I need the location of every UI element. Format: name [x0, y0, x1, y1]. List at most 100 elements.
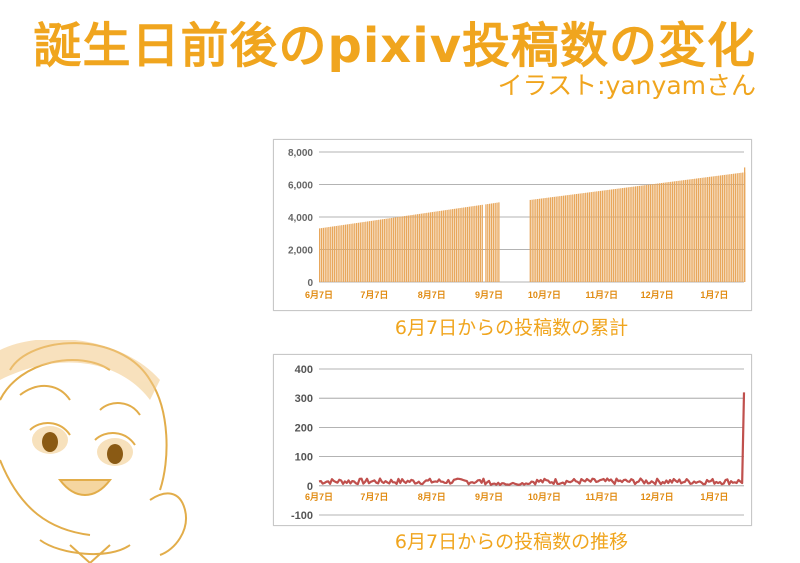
- y-tick-label: 4,000: [288, 213, 313, 224]
- bar: [343, 224, 345, 282]
- bar: [729, 174, 731, 282]
- bar: [598, 191, 600, 282]
- bar: [714, 176, 716, 282]
- daily-chart-svg: -100 0 100 200 300 400 6月7日 7月7日 8月7日 9月7日 10月7日 11…: [291, 364, 746, 522]
- bar: [381, 219, 384, 282]
- bar: [651, 184, 653, 282]
- bar: [319, 228, 321, 282]
- y-tick-label: 100: [295, 452, 313, 464]
- bar: [333, 226, 336, 282]
- bar: [695, 178, 698, 282]
- bar: [537, 198, 539, 282]
- bar: [675, 181, 677, 282]
- bar: [549, 197, 552, 282]
- bar: [716, 175, 718, 282]
- bar: [481, 204, 483, 282]
- x-tick-label: 9月7日: [475, 290, 503, 300]
- bar: [732, 173, 735, 282]
- bar: [725, 174, 727, 282]
- bar: [531, 199, 533, 282]
- bar: [657, 183, 659, 282]
- x-tick-label: 7月7日: [360, 492, 388, 502]
- bar: [640, 185, 642, 282]
- bar: [734, 173, 737, 282]
- bar: [368, 221, 371, 282]
- bar: [561, 195, 563, 282]
- bar: [455, 208, 458, 282]
- bar: [603, 190, 605, 282]
- bar: [703, 177, 705, 282]
- bar: [378, 219, 380, 282]
- bar: [429, 212, 432, 282]
- character-illustration: [0, 340, 187, 563]
- x-tick-label: 1月7日: [700, 290, 728, 300]
- bar: [529, 199, 531, 282]
- bar: [485, 204, 487, 282]
- bar: [708, 176, 711, 282]
- bar: [592, 191, 594, 282]
- x-tick-label: 12月7日: [641, 290, 674, 300]
- bar: [463, 207, 465, 282]
- bar: [389, 218, 391, 282]
- bar: [588, 192, 591, 282]
- y-tick-label: 0: [307, 278, 313, 289]
- bar: [634, 186, 637, 282]
- bar: [690, 179, 692, 282]
- bar: [416, 214, 419, 282]
- bar: [385, 218, 387, 282]
- bar: [320, 228, 323, 282]
- bar: [666, 182, 668, 282]
- x-tick-label: 10月7日: [528, 290, 561, 300]
- bar: [363, 221, 365, 282]
- bar: [376, 220, 378, 282]
- bar: [461, 207, 463, 282]
- bar: [575, 193, 578, 282]
- bar: [718, 175, 720, 282]
- bar: [610, 189, 613, 282]
- bar: [568, 194, 570, 282]
- bar: [581, 193, 583, 282]
- bar: [590, 192, 592, 282]
- bar: [330, 226, 332, 282]
- bar: [437, 211, 439, 282]
- bar: [476, 205, 478, 282]
- bar: [540, 198, 543, 282]
- cumulative-chart: 0 2,000 4,000 6,000 8,000 6月7日 7月7日 8月7日 9月7日 10月…: [273, 139, 752, 311]
- bar: [346, 224, 349, 282]
- cumulative-chart-caption: 6月7日からの投稿数の累計: [394, 317, 629, 339]
- bar: [738, 173, 740, 282]
- bar: [470, 206, 472, 282]
- bar: [324, 227, 326, 282]
- bar: [335, 225, 337, 282]
- bar: [426, 212, 428, 282]
- bar: [688, 179, 690, 282]
- bar: [487, 204, 489, 282]
- bar: [607, 189, 609, 282]
- bar: [562, 195, 565, 282]
- bar: [623, 187, 626, 282]
- bar: [379, 219, 382, 282]
- bar: [398, 216, 400, 282]
- bar: [705, 177, 707, 282]
- x-tick-label: 10月7日: [528, 492, 561, 502]
- bar: [422, 213, 424, 282]
- bar: [415, 214, 417, 282]
- bar: [618, 188, 620, 282]
- x-tick-label: 8月7日: [418, 290, 446, 300]
- bar: [466, 206, 469, 282]
- bar: [664, 182, 666, 282]
- x-tick-label: 9月7日: [475, 492, 503, 502]
- bar: [535, 199, 537, 282]
- bar: [736, 173, 738, 282]
- bar: [616, 188, 618, 282]
- bar: [638, 185, 640, 282]
- bar: [544, 198, 546, 282]
- bar: [740, 172, 742, 282]
- bar: [583, 193, 585, 282]
- bar: [339, 225, 341, 282]
- bar: [355, 223, 358, 282]
- bar: [367, 221, 369, 282]
- bar: [551, 197, 554, 282]
- bar: [684, 179, 687, 282]
- bar: [490, 203, 493, 282]
